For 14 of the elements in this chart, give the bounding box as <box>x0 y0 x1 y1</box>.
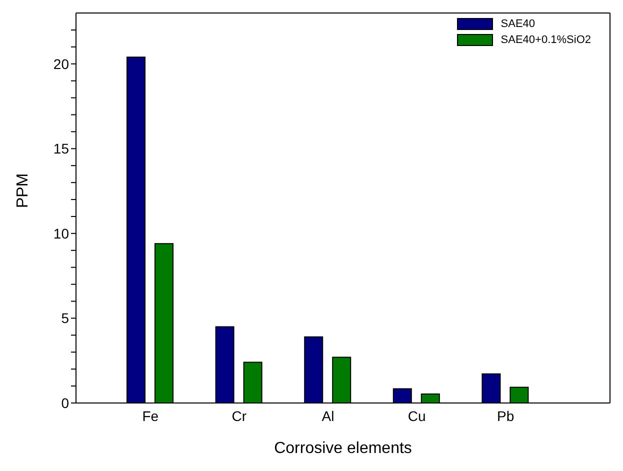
x-tick-label: Cr <box>232 408 247 424</box>
x-tick-label: Pb <box>497 408 514 424</box>
x-tick-label: Cu <box>408 408 426 424</box>
y-tick-label: 5 <box>61 310 70 326</box>
y-tick-label: 10 <box>53 225 70 242</box>
x-axis-title: Corrosive elements <box>274 440 412 457</box>
legend-label: SAE40+0.1%SiO2 <box>500 34 591 46</box>
x-tick-label: Fe <box>142 408 159 424</box>
legend-label: SAE40 <box>500 18 536 30</box>
y-tick-label: 15 <box>53 140 70 157</box>
y-axis-title: PPM <box>14 173 32 208</box>
y-tick-label: 20 <box>53 56 70 72</box>
y-tick-label: 0 <box>61 394 70 411</box>
x-tick-label: Al <box>322 408 334 424</box>
